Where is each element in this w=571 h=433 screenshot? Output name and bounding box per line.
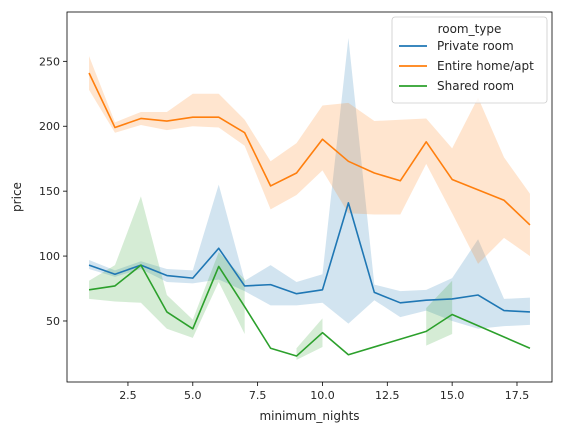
shared-room-confidence-band <box>297 318 323 360</box>
x-tick-label: 12.5 <box>375 389 400 402</box>
y-tick-label: 200 <box>39 120 60 133</box>
legend-title: room_type <box>438 22 502 36</box>
legend-label-shared-room: Shared room <box>437 79 514 93</box>
legend-label-entire-home-apt: Entire home/apt <box>437 59 534 73</box>
y-tick-label: 100 <box>39 250 60 263</box>
x-axis-label: minimum_nights <box>259 409 359 423</box>
x-tick-label: 10.0 <box>310 389 335 402</box>
x-tick-label: 17.5 <box>505 389 530 402</box>
legend: room_type Private room Entire home/apt Sha… <box>392 17 547 103</box>
y-tick-label: 50 <box>46 315 60 328</box>
x-tick-label: 2.5 <box>119 389 137 402</box>
x-axis: 2.5 5.0 7.5 10.0 12.5 15.0 17.5 <box>119 382 529 402</box>
legend-label-private-room: Private room <box>437 39 514 53</box>
x-tick-label: 5.0 <box>184 389 202 402</box>
y-tick-label: 150 <box>39 185 60 198</box>
x-tick-label: 7.5 <box>249 389 267 402</box>
y-axis: 50 100 150 200 250 <box>39 55 67 328</box>
y-tick-label: 250 <box>39 55 60 68</box>
y-axis-label: price <box>10 182 24 212</box>
x-tick-label: 15.0 <box>440 389 465 402</box>
